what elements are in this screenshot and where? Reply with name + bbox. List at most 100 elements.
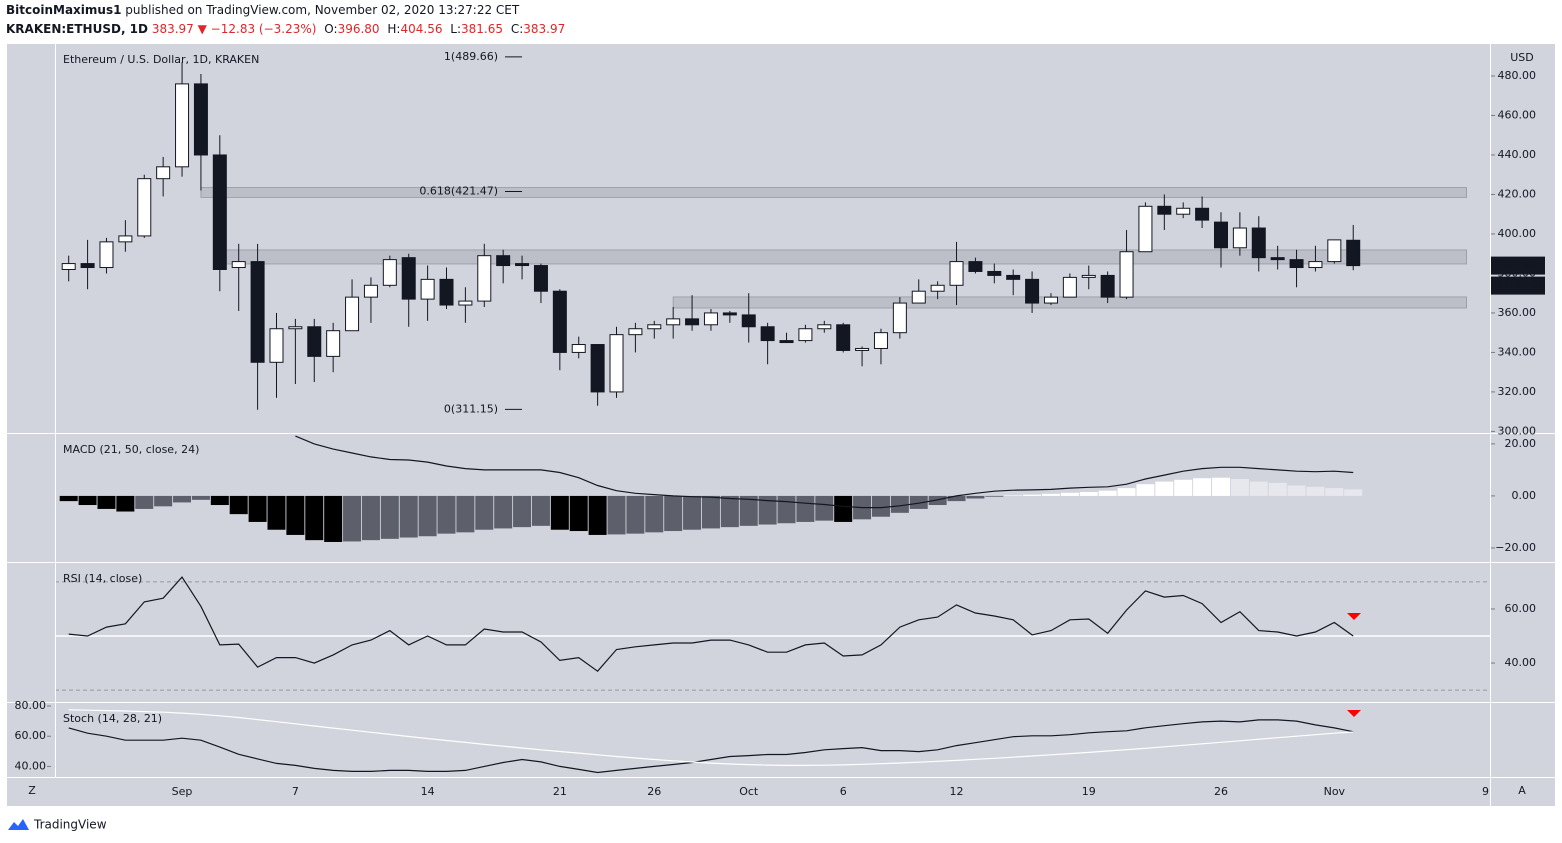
candle-body (496, 255, 511, 267)
pane-title: Ethereum / U.S. Dollar, 1D, KRAKEN (63, 53, 259, 66)
candle-body (949, 261, 964, 286)
plot-layer: 1(489.66) 0.618(421.47) 0(311.15) (55, 50, 1490, 774)
macd-line (295, 435, 1354, 509)
pane-title: RSI (14, close) (63, 572, 142, 585)
button[interactable] (22, 782, 42, 800)
y-tick-label: 300.00 (1498, 424, 1537, 437)
candle-body (80, 263, 95, 269)
y-tick-label: 440.00 (1498, 148, 1537, 161)
x-tick-label: 6 (840, 785, 847, 798)
histogram-bar (1136, 484, 1155, 496)
histogram-bar (985, 495, 1004, 497)
candle-body (873, 332, 888, 349)
histogram-bar (286, 495, 305, 535)
candle-body (1327, 239, 1342, 263)
histogram-bar (1211, 477, 1230, 496)
indicator-line (68, 576, 1354, 673)
candle-body (1195, 207, 1210, 221)
candle-body (1006, 274, 1021, 280)
y-tick-label: 460.00 (1498, 108, 1537, 121)
candle-body (552, 290, 567, 353)
histogram-bar (1306, 486, 1325, 496)
candle-body (193, 83, 208, 156)
candle-body (533, 265, 548, 292)
zone (672, 296, 1467, 309)
y-tick-label: 480.00 (1498, 69, 1537, 82)
y-tick-label: 40.00 (15, 759, 47, 772)
candle-body (817, 324, 832, 330)
histogram-bar (324, 495, 343, 542)
change: ▼ −12.83 (−3.23%) (197, 22, 317, 36)
button-label[interactable]: A (1518, 784, 1526, 797)
ohlc-key: L: (450, 22, 462, 36)
ohlc-key: O: (324, 22, 338, 36)
candle-body (628, 328, 643, 336)
histogram-bar (1249, 481, 1268, 496)
x-tick-label: Nov (1324, 785, 1346, 798)
histogram-bar (683, 495, 702, 530)
ohlc-key: C: (510, 22, 524, 36)
candle-body (760, 326, 775, 342)
candle-body (326, 330, 341, 357)
histogram-bar (173, 495, 192, 503)
zone (200, 187, 1467, 198)
histogram-bar (1325, 488, 1344, 496)
histogram-bar (777, 495, 796, 524)
histogram-bar (513, 495, 532, 528)
candle-body (666, 318, 681, 326)
histogram-bar (1287, 485, 1306, 496)
histogram-bar (494, 495, 513, 529)
candle-body (212, 154, 227, 270)
y-tick-label: 320.00 (1498, 385, 1537, 398)
candle-body (345, 296, 360, 332)
candle-body (836, 324, 851, 351)
histogram-bar (947, 495, 966, 502)
author[interactable]: BitcoinMaximus1 (6, 3, 122, 17)
histogram-bar (664, 495, 683, 532)
candle-body (439, 278, 454, 306)
candle-body (987, 270, 1002, 276)
histogram-bar (475, 495, 494, 530)
histogram-bar (966, 495, 985, 499)
indicator-line (68, 719, 1354, 774)
candle-body (1081, 274, 1096, 278)
signal-marker (1347, 613, 1361, 620)
histogram-bar (380, 495, 399, 539)
countdown-box (1491, 276, 1545, 295)
button-label[interactable]: Z (28, 784, 36, 797)
y-tick-label: 60.00 (15, 729, 47, 742)
candle-body (647, 324, 662, 330)
histogram-bar (154, 495, 173, 507)
histogram-bar (305, 495, 324, 541)
candle-body (307, 326, 322, 357)
histogram-bar (248, 495, 267, 522)
candle-body (477, 255, 492, 302)
x-tick-label: 21 (553, 785, 567, 798)
histogram-bar (135, 495, 154, 509)
y-tick-label: 40.00 (1505, 656, 1537, 669)
countdown: 11:32:39 (1496, 279, 1545, 292)
x-tick-label: 9 (1482, 785, 1489, 798)
publish-line: BitcoinMaximus1 published on TradingView… (6, 3, 519, 17)
histogram-bar (399, 495, 418, 538)
histogram-bar (418, 495, 437, 537)
histogram-bar (1268, 482, 1287, 496)
histogram-bar (1174, 479, 1193, 496)
histogram-bar (588, 495, 607, 535)
candle-body (420, 278, 435, 300)
candle-body (118, 235, 133, 243)
candle-body (722, 312, 737, 316)
brand[interactable]: TradingView (33, 818, 107, 832)
histogram-bar (1098, 490, 1117, 496)
pane-title: Stoch (14, 28, 21) (63, 712, 162, 725)
histogram-bar (437, 495, 456, 534)
candle-body (703, 312, 718, 326)
macd-pane (59, 435, 1363, 542)
candle-body (61, 263, 76, 270)
histogram-bar (59, 495, 78, 502)
histogram-bar (834, 495, 853, 522)
candle-body (269, 328, 284, 363)
x-tick-label: 12 (950, 785, 964, 798)
price-label-box (1491, 256, 1545, 275)
